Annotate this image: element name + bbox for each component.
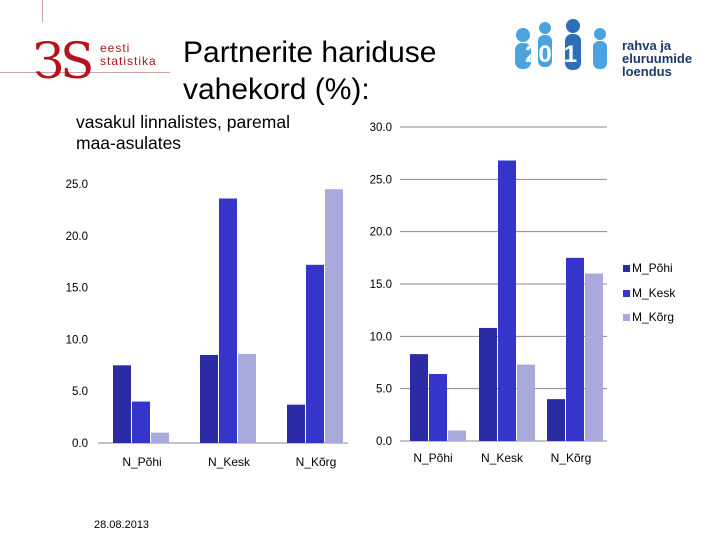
- y-tick-label: 0.0: [72, 438, 88, 450]
- header-rule: [0, 72, 170, 73]
- category-label: N_Kõrg: [551, 451, 592, 465]
- y-tick-label: 20.0: [66, 231, 88, 243]
- bar: [566, 257, 584, 441]
- y-tick-label: 5.0: [376, 384, 392, 396]
- title-line-2: vahekord (%):: [183, 73, 370, 106]
- legend-label: M_Põhi: [632, 261, 673, 275]
- y-tick-label: 15.0: [66, 283, 88, 295]
- y-tick-label: 10.0: [66, 334, 88, 346]
- bar: [479, 327, 497, 441]
- census-line-2: eluruumide: [622, 51, 693, 66]
- category-label: N_Põhi: [413, 451, 452, 465]
- y-tick-label: 5.0: [72, 386, 88, 398]
- bar: [306, 264, 324, 443]
- title-line-1: Partnerite hariduse: [183, 36, 437, 69]
- subtitle-line-1: vasakul linnalistes, paremal: [76, 112, 290, 132]
- legend-swatch: [623, 290, 630, 297]
- bar: [517, 364, 535, 441]
- bar: [547, 399, 565, 441]
- header-rule-vertical: [42, 0, 43, 22]
- census-line-3: loendus: [622, 64, 672, 79]
- y-tick-label: 30.0: [370, 122, 392, 134]
- bar: [287, 404, 305, 443]
- y-tick-label: 15.0: [370, 279, 392, 291]
- category-label: N_Kesk: [481, 451, 524, 465]
- page-title: Partnerite hariduse vahekord (%):: [183, 34, 436, 108]
- bar: [498, 160, 516, 441]
- y-tick-label: 20.0: [370, 227, 392, 239]
- legend-label: M_Kesk: [632, 286, 676, 300]
- bar: [151, 432, 169, 443]
- logo-line-2: statistika: [100, 54, 157, 68]
- y-tick-label: 10.0: [370, 331, 392, 343]
- bar: [585, 273, 603, 441]
- bar: [325, 189, 343, 443]
- bar: [429, 374, 447, 441]
- bar: [219, 198, 237, 443]
- bar: [410, 354, 428, 441]
- chart-subtitle: vasakul linnalistes, paremal maa-asulate…: [76, 112, 290, 154]
- y-tick-label: 0.0: [376, 436, 392, 448]
- legend-swatch: [623, 265, 630, 272]
- legend-swatch: [623, 314, 630, 321]
- bar: [113, 365, 131, 443]
- category-label: N_Kõrg: [296, 455, 337, 469]
- census-badge: 2011: [525, 41, 577, 68]
- y-tick-label: 25.0: [370, 174, 392, 186]
- statistics-logo-text: eesti statistika: [100, 42, 157, 68]
- footer-date: 28.08.2013: [94, 519, 150, 531]
- census-line-1: rahva ja: [622, 38, 672, 53]
- y-tick-label: 25.0: [66, 179, 88, 191]
- subtitle-line-2: maa-asulates: [76, 133, 182, 153]
- bar: [238, 353, 256, 443]
- bar: [132, 401, 150, 443]
- bar: [448, 430, 466, 441]
- bar: [200, 354, 218, 443]
- legend-label: M_Kõrg: [632, 310, 674, 324]
- statistics-logo: ЗS: [33, 32, 94, 90]
- category-label: N_Kesk: [208, 455, 251, 469]
- census-logo-text: rahva ja eluruumide loendus: [622, 39, 692, 78]
- people-icon: 2011: [515, 19, 607, 70]
- category-label: N_Põhi: [122, 455, 161, 469]
- logo-line-1: eesti: [100, 41, 131, 55]
